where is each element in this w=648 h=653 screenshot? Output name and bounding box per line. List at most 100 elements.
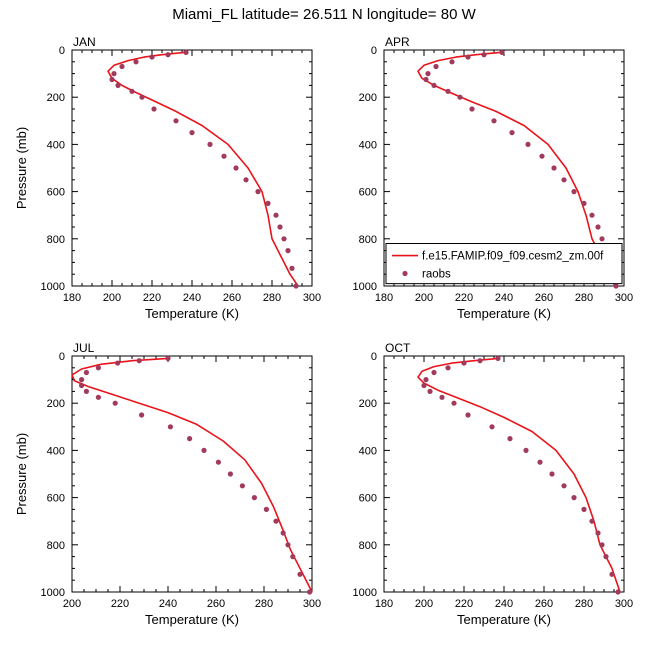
obs-point [139, 94, 145, 100]
x-tick-label: 240 [495, 598, 513, 610]
y-tick-label: 200 [47, 92, 65, 104]
y-tick-label: 1000 [353, 281, 377, 293]
y-tick-label: 800 [359, 540, 377, 552]
x-tick-label: 220 [111, 598, 129, 610]
obs-point [281, 236, 287, 242]
obs-point [537, 459, 543, 465]
obs-point [111, 71, 117, 77]
panel-oct: OCT 180 200 220 240 260 280 300 0 200 400 600 800 100… [353, 341, 634, 627]
obs-point [549, 471, 555, 477]
obs-point [551, 165, 557, 171]
obs-point [465, 54, 471, 60]
obs-point [183, 49, 189, 55]
obs-point [481, 52, 487, 58]
plot-frame [383, 355, 625, 593]
panel-apr: APR 180 200 220 240 260 280 300 0 200 400 600 800 100… [353, 35, 634, 321]
obs-point [491, 118, 497, 124]
y-tick-label: 800 [359, 234, 377, 246]
x-tick-label: 300 [303, 598, 321, 610]
x-tick-label: 260 [535, 292, 553, 304]
y-tick-label: 0 [371, 45, 377, 57]
obs-point [539, 153, 545, 159]
obs-point [445, 88, 451, 94]
y-tick-label: 800 [47, 234, 65, 246]
x-tick-label: 240 [183, 292, 201, 304]
obs-point [507, 436, 513, 442]
y-tick-label: 200 [47, 398, 65, 410]
x-tick-label: 200 [415, 292, 433, 304]
obs-point [297, 571, 303, 577]
obs-point [201, 447, 207, 453]
obs-point [439, 394, 445, 400]
obs-point [285, 248, 291, 254]
obs-point [221, 153, 227, 159]
obs-point [561, 177, 567, 183]
obs-point [427, 388, 433, 394]
x-tick-label: 280 [575, 598, 593, 610]
obs-point [115, 360, 121, 366]
y-tick-label: 400 [47, 445, 65, 457]
x-tick-label: 220 [455, 292, 473, 304]
obs-point [477, 358, 483, 364]
y-tick-label: 600 [359, 187, 377, 199]
x-tick-label: 280 [255, 598, 273, 610]
obs-point [495, 355, 501, 361]
obs-point [457, 94, 463, 100]
x-tick-label: 220 [143, 292, 161, 304]
obs-point [609, 571, 615, 577]
x-tick-label: 280 [575, 292, 593, 304]
obs-point [233, 165, 239, 171]
obs-point [79, 377, 85, 383]
obs-point [571, 189, 577, 195]
y-axis-label: Pressure (mb) [14, 433, 29, 515]
figure-title: Miami_FL latitude= 26.511 N longitude= 8… [172, 6, 476, 23]
legend-entry-raobs: raobs [422, 269, 451, 281]
obs-point [215, 459, 221, 465]
legend-box [385, 243, 623, 285]
obs-point [95, 394, 101, 400]
y-tick-label: 1000 [41, 587, 65, 599]
obs-point [589, 518, 595, 524]
obs-point [423, 377, 429, 383]
obs-point [469, 106, 475, 112]
panel-jul: JUL 200 220 240 260 280 300 0 200 400 600 800 1000 Te… [14, 341, 321, 627]
obs-point [421, 382, 427, 389]
obs-point [581, 506, 587, 512]
plot-frame [71, 355, 313, 593]
obs-point [581, 200, 587, 206]
obs-point [83, 388, 89, 394]
obs-point [139, 412, 145, 418]
model-line [417, 357, 621, 593]
x-tick-label: 180 [375, 292, 393, 304]
obs-point [285, 542, 291, 548]
obs-point [431, 82, 437, 88]
y-tick-label: 0 [371, 351, 377, 363]
obs-point [119, 63, 125, 70]
obs-point [207, 141, 213, 147]
x-axis-label: Temperature (K) [457, 612, 551, 627]
x-tick-label: 260 [535, 598, 553, 610]
model-line [71, 357, 313, 593]
obs-point [112, 400, 118, 406]
obs-point [109, 76, 115, 83]
x-tick-label: 180 [375, 598, 393, 610]
obs-point [263, 506, 269, 512]
obs-point [290, 554, 296, 560]
obs-point [187, 436, 193, 442]
x-tick-label: 260 [207, 598, 225, 610]
obs-point [115, 82, 121, 88]
obs-point [273, 518, 279, 524]
x-tick-label: 280 [263, 292, 281, 304]
obs-point [79, 382, 85, 389]
obs-point [243, 177, 249, 183]
obs-point [523, 447, 529, 453]
panel-label: APR [385, 35, 410, 49]
obs-point [151, 106, 157, 112]
legend-marker-swatch [402, 270, 408, 277]
obs-point [293, 283, 299, 289]
obs-point [95, 365, 101, 371]
obs-point [461, 360, 467, 366]
x-tick-label: 180 [63, 292, 81, 304]
obs-point [189, 130, 195, 136]
